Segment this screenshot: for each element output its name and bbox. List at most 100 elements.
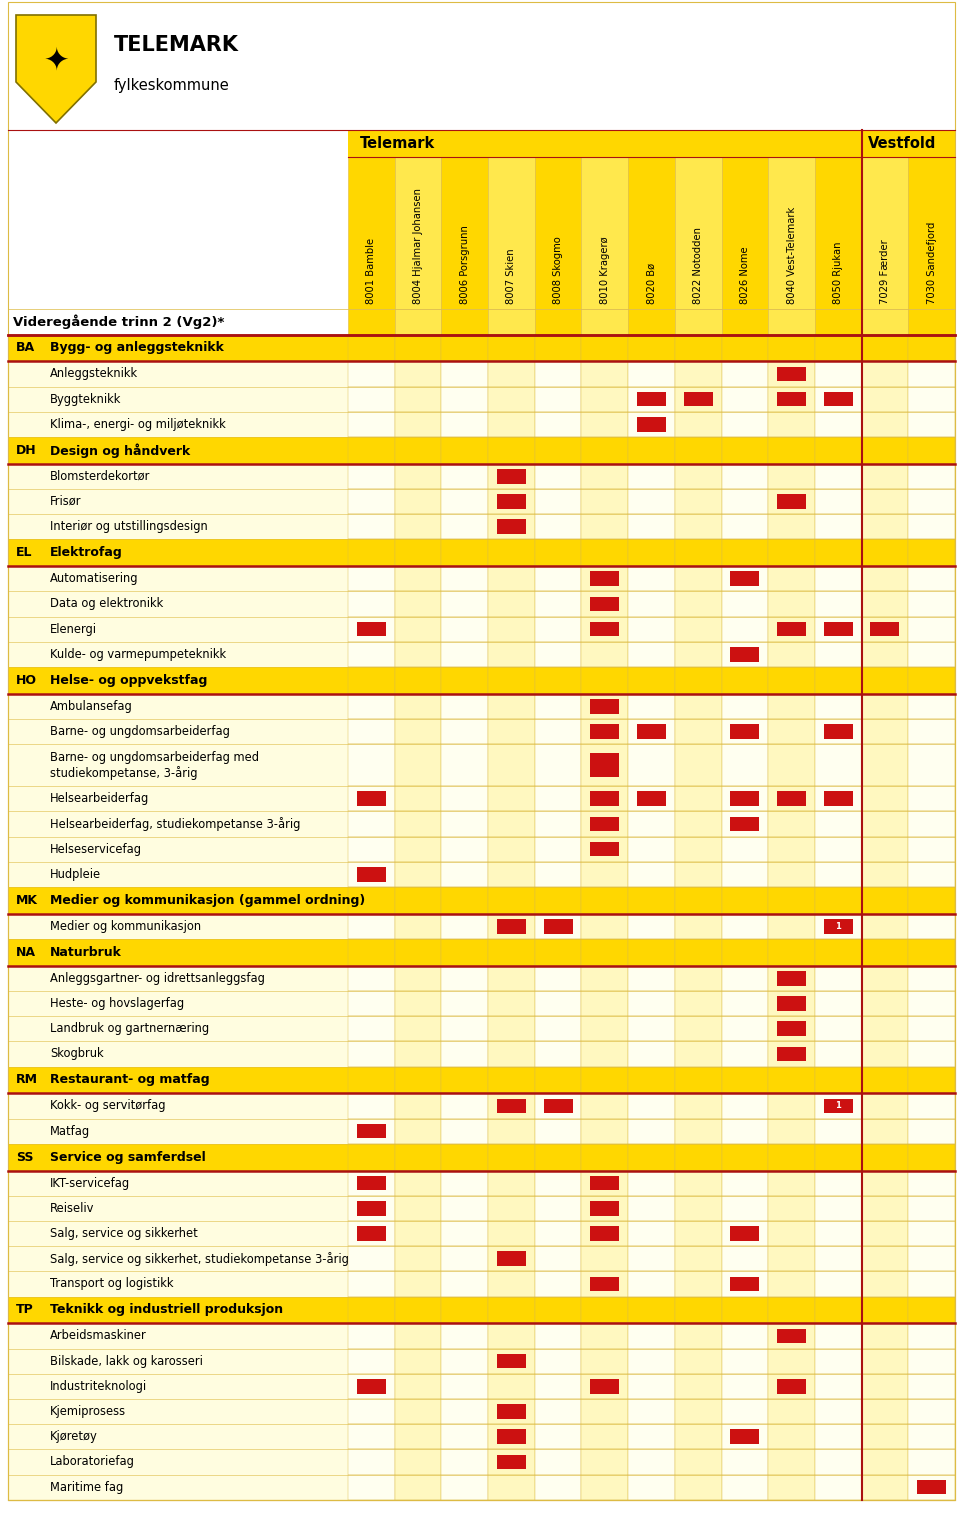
FancyBboxPatch shape: [628, 887, 675, 914]
FancyBboxPatch shape: [395, 1296, 442, 1323]
FancyBboxPatch shape: [348, 1066, 395, 1093]
FancyBboxPatch shape: [348, 1449, 395, 1475]
FancyBboxPatch shape: [862, 1042, 908, 1066]
FancyBboxPatch shape: [815, 1143, 862, 1170]
FancyBboxPatch shape: [8, 812, 955, 837]
FancyBboxPatch shape: [488, 786, 535, 812]
FancyBboxPatch shape: [815, 489, 862, 515]
FancyBboxPatch shape: [722, 719, 768, 743]
FancyBboxPatch shape: [497, 469, 526, 483]
FancyBboxPatch shape: [722, 1272, 768, 1296]
FancyBboxPatch shape: [768, 539, 815, 566]
FancyBboxPatch shape: [348, 812, 395, 837]
FancyBboxPatch shape: [582, 1272, 628, 1296]
FancyBboxPatch shape: [908, 156, 955, 309]
FancyBboxPatch shape: [348, 693, 395, 719]
FancyBboxPatch shape: [488, 990, 535, 1016]
FancyBboxPatch shape: [862, 438, 908, 463]
FancyBboxPatch shape: [824, 622, 852, 636]
FancyBboxPatch shape: [8, 1170, 955, 1196]
FancyBboxPatch shape: [488, 592, 535, 616]
FancyBboxPatch shape: [348, 566, 395, 592]
FancyBboxPatch shape: [535, 1143, 582, 1170]
FancyBboxPatch shape: [395, 1246, 442, 1272]
FancyBboxPatch shape: [908, 642, 955, 666]
FancyBboxPatch shape: [862, 1246, 908, 1272]
FancyBboxPatch shape: [543, 919, 572, 934]
Text: TELEMARK: TELEMARK: [114, 35, 239, 55]
FancyBboxPatch shape: [535, 693, 582, 719]
FancyBboxPatch shape: [8, 1119, 955, 1143]
FancyBboxPatch shape: [675, 1066, 722, 1093]
FancyBboxPatch shape: [8, 966, 955, 990]
FancyBboxPatch shape: [348, 1220, 395, 1246]
FancyBboxPatch shape: [348, 861, 395, 887]
FancyBboxPatch shape: [442, 438, 488, 463]
FancyBboxPatch shape: [862, 861, 908, 887]
FancyBboxPatch shape: [675, 463, 722, 489]
FancyBboxPatch shape: [628, 861, 675, 887]
FancyBboxPatch shape: [908, 1272, 955, 1296]
FancyBboxPatch shape: [442, 309, 488, 335]
FancyBboxPatch shape: [768, 812, 815, 837]
Text: RM: RM: [16, 1073, 38, 1087]
FancyBboxPatch shape: [675, 1143, 722, 1170]
FancyBboxPatch shape: [442, 1093, 488, 1119]
FancyBboxPatch shape: [862, 1425, 908, 1449]
FancyBboxPatch shape: [777, 996, 806, 1011]
Text: Kulde- og varmepumpeteknikk: Kulde- og varmepumpeteknikk: [50, 648, 227, 660]
FancyBboxPatch shape: [8, 1016, 955, 1042]
FancyBboxPatch shape: [815, 1042, 862, 1066]
FancyBboxPatch shape: [628, 309, 675, 335]
FancyBboxPatch shape: [582, 786, 628, 812]
FancyBboxPatch shape: [628, 786, 675, 812]
FancyBboxPatch shape: [488, 539, 535, 566]
FancyBboxPatch shape: [862, 1296, 908, 1323]
FancyBboxPatch shape: [348, 1399, 395, 1425]
FancyBboxPatch shape: [497, 919, 526, 934]
FancyBboxPatch shape: [535, 566, 582, 592]
Text: Maritime fag: Maritime fag: [50, 1481, 123, 1494]
FancyBboxPatch shape: [675, 592, 722, 616]
FancyBboxPatch shape: [442, 335, 488, 362]
FancyBboxPatch shape: [535, 156, 582, 309]
FancyBboxPatch shape: [862, 362, 908, 386]
FancyBboxPatch shape: [628, 489, 675, 515]
FancyBboxPatch shape: [722, 939, 768, 966]
FancyBboxPatch shape: [862, 386, 908, 412]
FancyBboxPatch shape: [768, 666, 815, 693]
FancyBboxPatch shape: [722, 309, 768, 335]
FancyBboxPatch shape: [722, 1220, 768, 1246]
FancyBboxPatch shape: [582, 1093, 628, 1119]
FancyBboxPatch shape: [488, 566, 535, 592]
FancyBboxPatch shape: [582, 515, 628, 539]
FancyBboxPatch shape: [582, 1373, 628, 1399]
FancyBboxPatch shape: [722, 642, 768, 666]
FancyBboxPatch shape: [815, 939, 862, 966]
FancyBboxPatch shape: [535, 743, 582, 786]
FancyBboxPatch shape: [908, 386, 955, 412]
FancyBboxPatch shape: [348, 939, 395, 966]
FancyBboxPatch shape: [590, 699, 619, 713]
FancyBboxPatch shape: [722, 861, 768, 887]
FancyBboxPatch shape: [348, 386, 395, 412]
FancyBboxPatch shape: [815, 966, 862, 990]
FancyBboxPatch shape: [768, 861, 815, 887]
FancyBboxPatch shape: [908, 1246, 955, 1272]
FancyBboxPatch shape: [628, 1373, 675, 1399]
FancyBboxPatch shape: [590, 1201, 619, 1216]
Text: 8007 Skien: 8007 Skien: [507, 248, 516, 303]
FancyBboxPatch shape: [862, 515, 908, 539]
FancyBboxPatch shape: [395, 693, 442, 719]
FancyBboxPatch shape: [628, 335, 675, 362]
Text: Hudpleie: Hudpleie: [50, 868, 101, 881]
FancyBboxPatch shape: [862, 1016, 908, 1042]
FancyBboxPatch shape: [348, 335, 395, 362]
FancyBboxPatch shape: [395, 156, 442, 309]
FancyBboxPatch shape: [442, 1449, 488, 1475]
FancyBboxPatch shape: [722, 1296, 768, 1323]
FancyBboxPatch shape: [357, 868, 386, 881]
FancyBboxPatch shape: [908, 1373, 955, 1399]
FancyBboxPatch shape: [768, 1220, 815, 1246]
FancyBboxPatch shape: [675, 1119, 722, 1143]
